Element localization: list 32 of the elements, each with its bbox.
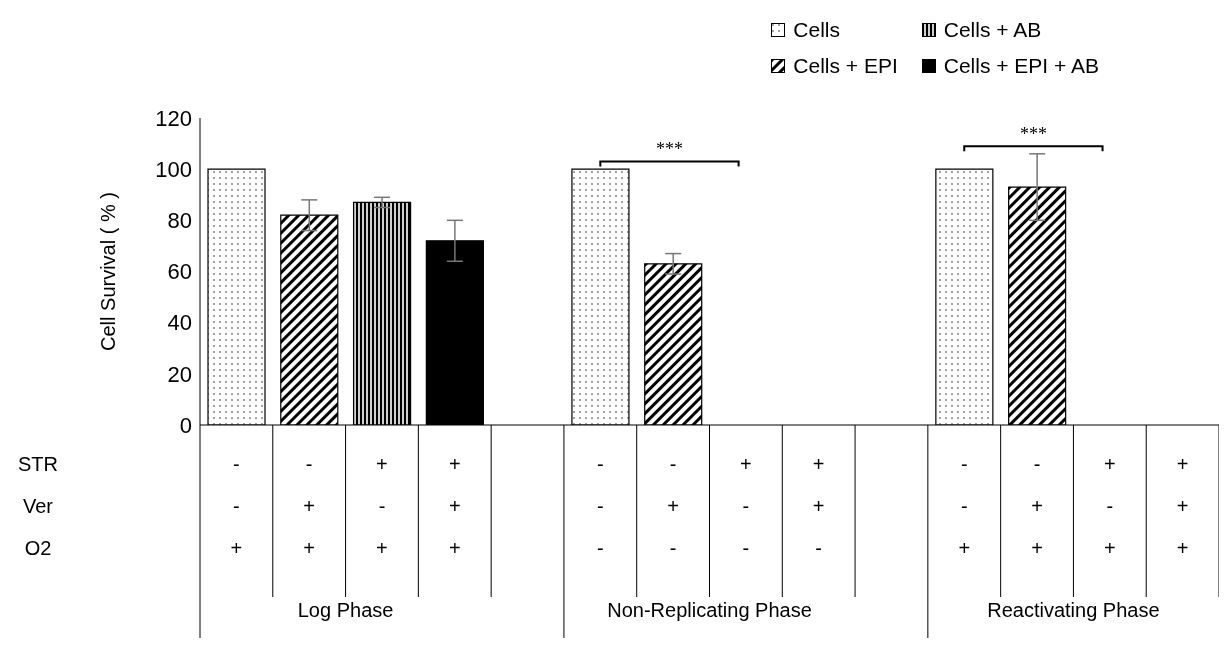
x-tick-label: + + + <box>448 453 461 559</box>
y-tick-label: 120 <box>155 105 192 131</box>
x-tick-label: - - + <box>958 453 971 559</box>
legend-label: Cells + EPI + AB <box>943 54 1099 78</box>
x-tick-label: + + + <box>1176 453 1189 559</box>
x-tick-label: - - + <box>230 453 243 559</box>
legend-label: Cells + AB <box>943 18 1042 42</box>
text: Ver <box>22 495 54 517</box>
text: Reactivating Phase <box>987 599 1160 621</box>
x-tick-label: + - + <box>1103 453 1116 559</box>
y-tick-label: 0 <box>179 412 192 438</box>
x-tick-label: + + - <box>812 453 825 559</box>
legend-label: Cells + EPI <box>793 54 898 78</box>
text: O2 <box>24 537 52 559</box>
x-tick-label: + - + <box>376 453 388 559</box>
x-tick-label: - - - <box>596 453 604 559</box>
y-tick-label: 40 <box>167 310 192 336</box>
text: Log Phase <box>297 599 394 621</box>
y-tick-label: 80 <box>167 208 192 234</box>
y-tick-label: 60 <box>167 259 192 285</box>
text: Non-Replicating Phase <box>607 599 812 621</box>
annotation: *** <box>1019 124 1047 145</box>
y-tick-label: 20 <box>167 361 192 387</box>
y-axis-title: Cell Survival ( % ) <box>97 192 120 351</box>
x-tick-label: - + + <box>1031 453 1043 559</box>
y-tick-label: 100 <box>155 156 192 182</box>
x-tick-label: - + - <box>667 453 679 559</box>
text: STR <box>18 453 58 475</box>
annotation: *** <box>655 139 683 160</box>
x-tick-label: - + + <box>303 453 316 559</box>
x-tick-label: + - - <box>740 453 752 559</box>
legend-label: Cells <box>793 18 840 42</box>
